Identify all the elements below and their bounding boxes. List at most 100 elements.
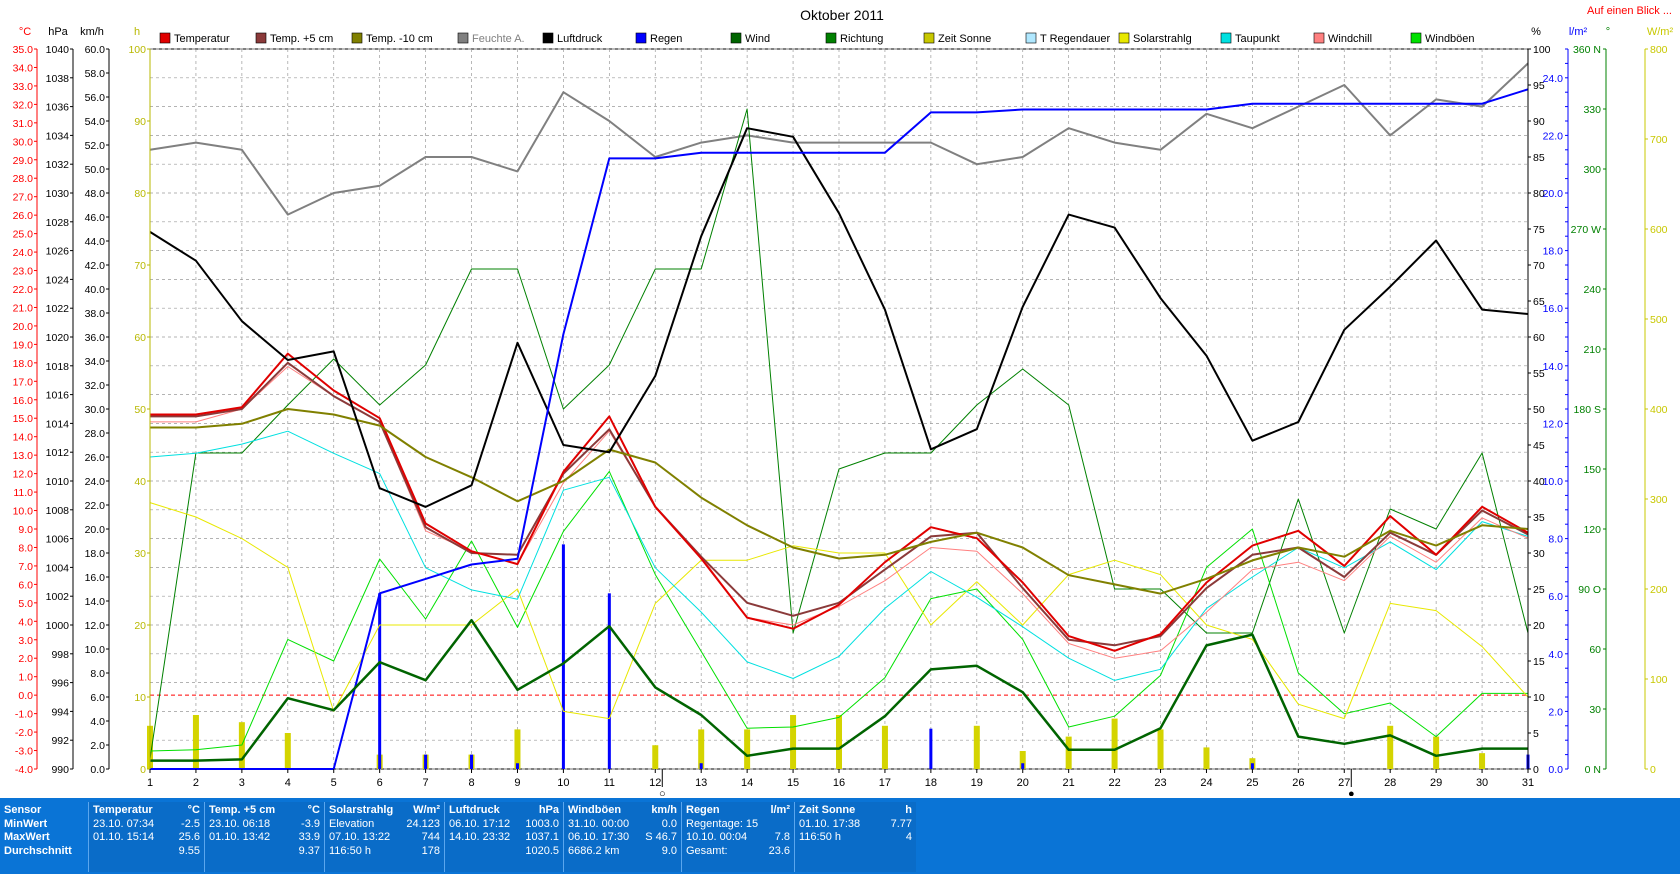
axis-unit-header: °C <box>19 26 31 38</box>
stats-row-label: 06.10. 17:12 <box>449 817 511 830</box>
stats-box-title: Zeit Sonne <box>799 804 856 816</box>
rain-bar <box>424 754 428 769</box>
sunshine-bar <box>836 715 842 769</box>
x-tick-label: 13 <box>695 777 707 789</box>
axis-tick-label: 24.0 <box>85 476 106 488</box>
axis-tick-label: 15 <box>1533 656 1545 668</box>
rain-bar <box>699 763 703 769</box>
stats-box-row: 06.10. 17:12 1003.0 <box>449 818 559 832</box>
stats-box-unit: W/m² <box>413 804 440 816</box>
stats-box-row: 6686.2 km 9.0 <box>568 845 677 859</box>
stats-row-value: 1003.0 <box>525 817 559 830</box>
stats-box: Temp. +5 cm °C 23.10. 06:18 -3.9 01.10. 13:4… <box>204 802 324 872</box>
axis-tick-label: 992 <box>51 735 69 747</box>
stats-row-value: 7.77 <box>890 817 912 830</box>
axis-unit-header: l/m² <box>1569 26 1588 38</box>
axis-tick-label: 100 <box>1533 44 1551 56</box>
axis-tick-label: 10.0 <box>1543 476 1564 488</box>
stats-row-label: 14.10. 23:32 <box>449 831 511 843</box>
axis-tick-label: 30 <box>134 548 146 560</box>
axis-tick-label: 400 <box>1650 404 1668 416</box>
stats-box-row: 31.10. 00:00 0.0 <box>568 818 677 832</box>
stats-row-value: 9.55 <box>178 844 200 857</box>
axis-tick-label: 6.0 <box>18 579 33 591</box>
stats-box-header: Temperatur °C <box>93 804 200 818</box>
axis-tick-label: 8.0 <box>1548 534 1563 546</box>
stats-box-unit: h <box>905 804 912 816</box>
stats-row-value: -3.9 <box>301 817 320 830</box>
legend-swatch <box>542 32 554 44</box>
axis-tick-label: 210 <box>1583 344 1601 356</box>
axes: -4.0 -3.0 -2.0 -1.0 0.0 1.0 2.0 3.0 4.0 5.0 6.0 7.0… <box>13 44 1668 796</box>
rain-bar <box>607 593 611 769</box>
axis-tick-label: 10.0 <box>13 506 34 518</box>
axis-tick-label: 1040 <box>46 44 70 56</box>
axis-tick-label: 1014 <box>46 418 70 430</box>
axis-tick-label: 4.0 <box>1548 649 1563 661</box>
x-tick-label: 18 <box>925 777 937 789</box>
axis-tick-label: 0.0 <box>1548 764 1563 776</box>
sunshine-bar <box>1203 747 1210 769</box>
sunshine-bar <box>1479 753 1486 769</box>
x-tick-label: 29 <box>1430 777 1442 789</box>
stats-box-header: Luftdruck hPa <box>449 804 559 818</box>
axis-tick-label: 1032 <box>46 159 70 171</box>
legend-label: Windböen <box>1425 33 1475 45</box>
x-tick-label: 15 <box>787 777 799 789</box>
stats-sensor-column: Sensor MinWert MaxWert Durchschnitt <box>0 802 84 872</box>
axis-tick-label: 58.0 <box>85 68 106 80</box>
axis-tick-label: 28.0 <box>13 173 34 185</box>
x-tick-label: 6 <box>377 777 383 789</box>
corner-link[interactable]: Auf einen Blick ... <box>1587 5 1672 17</box>
axis-tick-label: 56.0 <box>85 92 106 104</box>
axis-tick-label: 16.0 <box>85 572 106 584</box>
stats-box-row: 01.10. 17:38 7.77 <box>799 818 912 832</box>
axis-tick-label: 50 <box>1533 404 1545 416</box>
legend-label: Temp. +5 cm <box>270 33 333 45</box>
stats-row-label: 07.10. 13:22 <box>329 831 391 843</box>
axis-tick-label: 996 <box>51 678 69 690</box>
axis-tick-label: 28.0 <box>85 428 106 440</box>
x-tick-label: 4 <box>285 777 291 789</box>
sunshine-bar <box>790 715 797 769</box>
x-tick-label: 11 <box>604 777 615 789</box>
axis-tick-label: 1036 <box>46 102 70 114</box>
x-tick-label: 25 <box>1246 777 1258 789</box>
moon-marker-icon: ● <box>1348 788 1355 796</box>
axis-tick-label: 14.0 <box>1543 361 1564 373</box>
axis-tick-label: 1026 <box>46 246 70 258</box>
stats-box-row: 01.10. 13:42 33.9 <box>209 831 320 845</box>
rain-bar <box>929 728 933 769</box>
series-line <box>149 502 1529 720</box>
legend-swatch <box>825 32 837 44</box>
axis-tick-label: 19.0 <box>13 339 34 351</box>
stats-row-value: 7.8 <box>774 831 790 843</box>
sunshine-bar <box>284 733 291 769</box>
stats-box-row: 116:50 h 178 <box>329 845 440 859</box>
stats-row-value: 4 <box>905 831 912 843</box>
axis-tick-label: 1020 <box>46 332 70 344</box>
axis-tick-label: 1010 <box>46 476 70 488</box>
x-tick-label: 28 <box>1384 777 1396 789</box>
axis-tick-label: 1008 <box>46 505 70 517</box>
stats-row-label: 116:50 h <box>799 831 842 843</box>
axis-tick-label: 800 <box>1650 44 1668 56</box>
stats-box-title: Luftdruck <box>449 804 500 816</box>
stats-row-label: 01.10. 17:38 <box>799 817 861 830</box>
stats-row-label: 31.10. 00:00 <box>568 817 630 830</box>
sunshine-bar <box>1111 718 1118 769</box>
legend-label: Regen <box>650 33 682 45</box>
axis-tick-label: 30 <box>1589 704 1601 716</box>
axis-tick-label: 46.0 <box>85 212 106 224</box>
axis-tick-label: 20 <box>134 620 146 632</box>
weather-chart: Oktober 2011 Auf einen Blick ... Tempera… <box>13 5 1674 796</box>
axis-tick-label: 25 <box>1533 584 1545 596</box>
legend-label: Temp. -10 cm <box>366 33 433 45</box>
axis-tick-label: -1.0 <box>15 709 33 721</box>
axis-tick-label: 30.0 <box>85 404 106 416</box>
axis-tick-label: 1016 <box>46 390 70 402</box>
axis-tick-label: 35.0 <box>13 44 34 56</box>
axis-unit-header: hPa <box>48 26 68 38</box>
stats-box: Windböen km/h 31.10. 00:00 0.0 06.10. 17:30 S… <box>563 802 681 872</box>
stats-box-row: 14.10. 23:32 1037.1 <box>449 831 559 845</box>
